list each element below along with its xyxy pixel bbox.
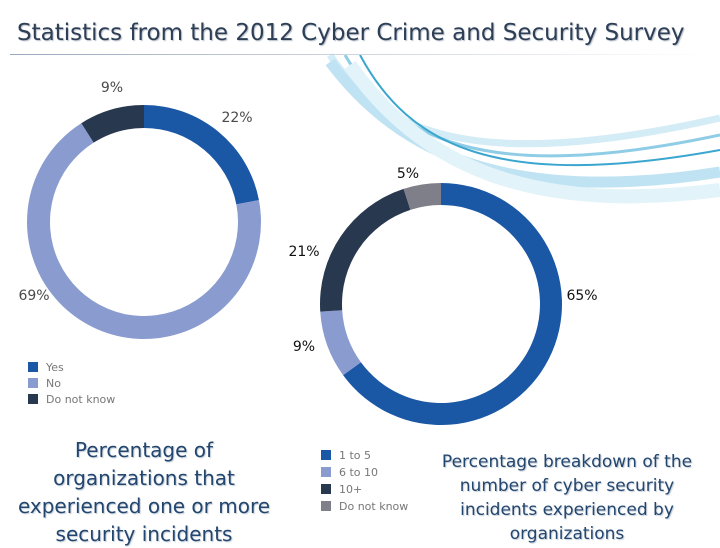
chart1-slice-yes (144, 105, 259, 205)
chart1-legend-swatch (28, 394, 38, 404)
chart1-legend-swatch (28, 378, 38, 388)
chart2-legend-label: 1 to 5 (339, 449, 371, 462)
chart1-data-label: 9% (101, 80, 123, 96)
chart1-data-label: 22% (221, 110, 252, 126)
chart2-slice-10- (320, 188, 411, 312)
chart2-data-label: 65% (566, 288, 597, 304)
chart2-data-label: 21% (288, 244, 319, 260)
chart2-data-label: 9% (293, 339, 315, 355)
chart1-legend-label: Do not know (46, 393, 115, 406)
chart1-data-label: 69% (18, 288, 49, 304)
chart2-legend-swatch (321, 467, 331, 477)
slide-title: Statistics from the 2012 Cyber Crime and… (17, 20, 685, 46)
chart2-legend-swatch (321, 484, 331, 494)
title-underline (10, 54, 708, 55)
chart1-legend-label: No (46, 377, 61, 390)
chart1-slice-do-not-know (81, 105, 144, 143)
chart1-caption: Percentage of organizations that experie… (17, 438, 271, 546)
chart2-legend-swatch (321, 450, 331, 460)
chart2-legend-label: 10+ (339, 483, 362, 496)
chart2-slice-do-not-know (403, 183, 441, 210)
chart2-legend-label: Do not know (339, 500, 408, 513)
chart1-legend-swatch (28, 362, 38, 372)
chart2-slice-6-to-10 (320, 310, 361, 376)
chart2-legend-label: 6 to 10 (339, 466, 378, 479)
chart1-legend-label: Yes (45, 361, 64, 374)
chart2-caption: Percentage breakdown of the number of cy… (441, 452, 693, 544)
chart2-legend-swatch (321, 501, 331, 511)
chart2-data-label: 5% (397, 166, 419, 182)
